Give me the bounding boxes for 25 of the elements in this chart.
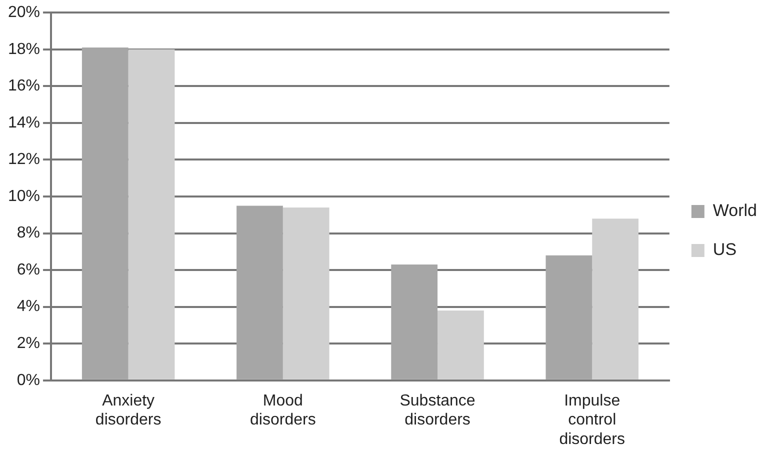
- bar: [546, 255, 592, 380]
- x-tick-label: Substance disorders: [400, 392, 476, 429]
- bar: [128, 49, 175, 380]
- y-tick-label: 20%: [8, 4, 40, 22]
- y-tick-label: 16%: [8, 78, 40, 95]
- y-tick-label: 4%: [16, 298, 40, 316]
- y-tick-label: 6%: [16, 261, 40, 278]
- bar: [236, 206, 283, 380]
- x-tick-label: Anxiety disorders: [95, 392, 162, 429]
- bar: [82, 48, 128, 380]
- bar: [282, 208, 330, 380]
- x-tick-label: Mood disorders: [250, 392, 316, 429]
- legend-label: World: [712, 201, 758, 220]
- y-tick-label: 10%: [8, 188, 40, 205]
- bar: [438, 310, 484, 380]
- y-tick-label: 8%: [16, 224, 40, 242]
- x-tick-label: Impulse control disorders: [559, 392, 626, 448]
- y-tick-label: 2%: [16, 335, 40, 352]
- y-tick-label: 14%: [8, 114, 40, 132]
- y-tick-label: 12%: [8, 151, 40, 168]
- y-tick-label: 18%: [8, 40, 40, 58]
- bar: [592, 218, 638, 380]
- y-tick-label: 0%: [16, 372, 40, 389]
- bar: [391, 264, 438, 380]
- legend-label: US: [712, 240, 737, 260]
